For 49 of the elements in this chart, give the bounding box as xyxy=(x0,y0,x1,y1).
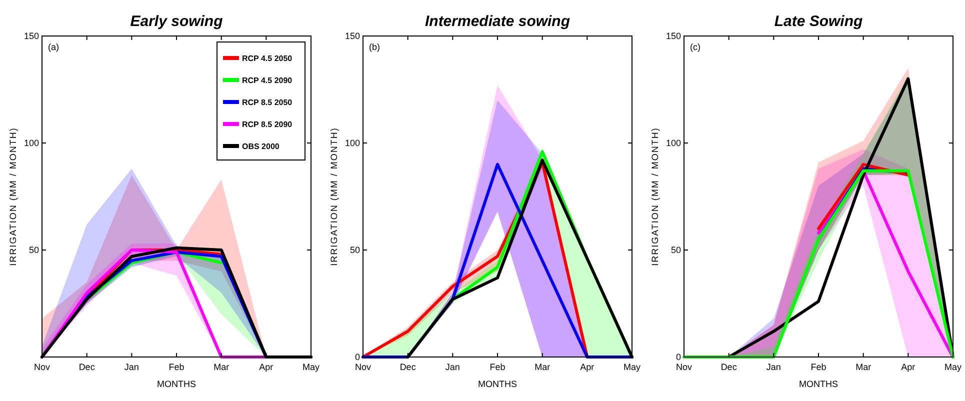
y-axis-title: IRRIGATION (MM / MONTH) xyxy=(329,127,339,266)
x-tick-label: Nov xyxy=(676,362,692,372)
x-tick-label: Apr xyxy=(901,362,916,372)
x-tick-label: Mar xyxy=(856,362,872,372)
legend-label: OBS 2000 xyxy=(242,142,280,151)
chart-title: Late Sowing xyxy=(774,13,863,30)
y-tick-label: 50 xyxy=(28,245,39,256)
chart-title: Intermediate sowing xyxy=(424,13,570,30)
y-tick-label: 150 xyxy=(24,31,39,42)
legend-label: RCP 8.5 2090 xyxy=(242,120,293,129)
x-tick-label: May xyxy=(623,362,641,372)
y-tick-label: 100 xyxy=(666,138,681,148)
legend-label: RCP 8.5 2050 xyxy=(242,98,293,107)
y-axis-title: IRRIGATION (MM / MONTH) xyxy=(650,127,660,266)
y-tick-label: 150 xyxy=(344,31,360,42)
x-tick-label: May xyxy=(944,362,962,372)
chart-title: Early sowing xyxy=(130,13,223,30)
legend-label: RCP 4.5 2050 xyxy=(242,54,293,63)
x-tick-label: Feb xyxy=(490,362,506,372)
x-axis-title: MONTHS xyxy=(799,379,838,389)
x-tick-label: Feb xyxy=(810,362,826,372)
x-tick-label: Jan xyxy=(445,362,460,372)
annotation: (c) xyxy=(690,42,700,52)
x-tick-label: Jan xyxy=(766,362,781,372)
x-tick-label: Dec xyxy=(720,362,738,372)
x-tick-label: Nov xyxy=(354,362,372,372)
y-tick-label: 100 xyxy=(24,138,39,148)
x-tick-label: Nov xyxy=(34,362,50,372)
y-tick-label: 50 xyxy=(670,245,681,256)
y-tick-label: 150 xyxy=(666,31,681,42)
y-tick-label: 0 xyxy=(676,352,681,362)
y-axis-title: IRRIGATION (MM / MONTH) xyxy=(8,127,18,266)
x-tick-label: May xyxy=(302,362,320,372)
y-tick-label: 0 xyxy=(354,352,360,362)
x-axis-title: MONTHS xyxy=(157,379,196,389)
y-tick-label: 100 xyxy=(344,138,360,148)
annotation: (a) xyxy=(48,42,59,52)
annotation: (b) xyxy=(369,42,380,52)
legend-label: RCP 4.5 2090 xyxy=(242,76,293,85)
x-axis-title: MONTHS xyxy=(478,379,517,389)
x-tick-label: Jan xyxy=(124,362,139,372)
x-tick-label: Apr xyxy=(580,362,594,372)
y-tick-label: 50 xyxy=(350,245,360,256)
x-tick-label: Apr xyxy=(259,362,274,372)
x-tick-label: Mar xyxy=(214,362,230,372)
x-tick-label: Mar xyxy=(534,362,550,372)
x-tick-label: Dec xyxy=(400,362,416,372)
x-tick-label: Dec xyxy=(78,362,96,372)
x-tick-label: Feb xyxy=(168,362,184,372)
